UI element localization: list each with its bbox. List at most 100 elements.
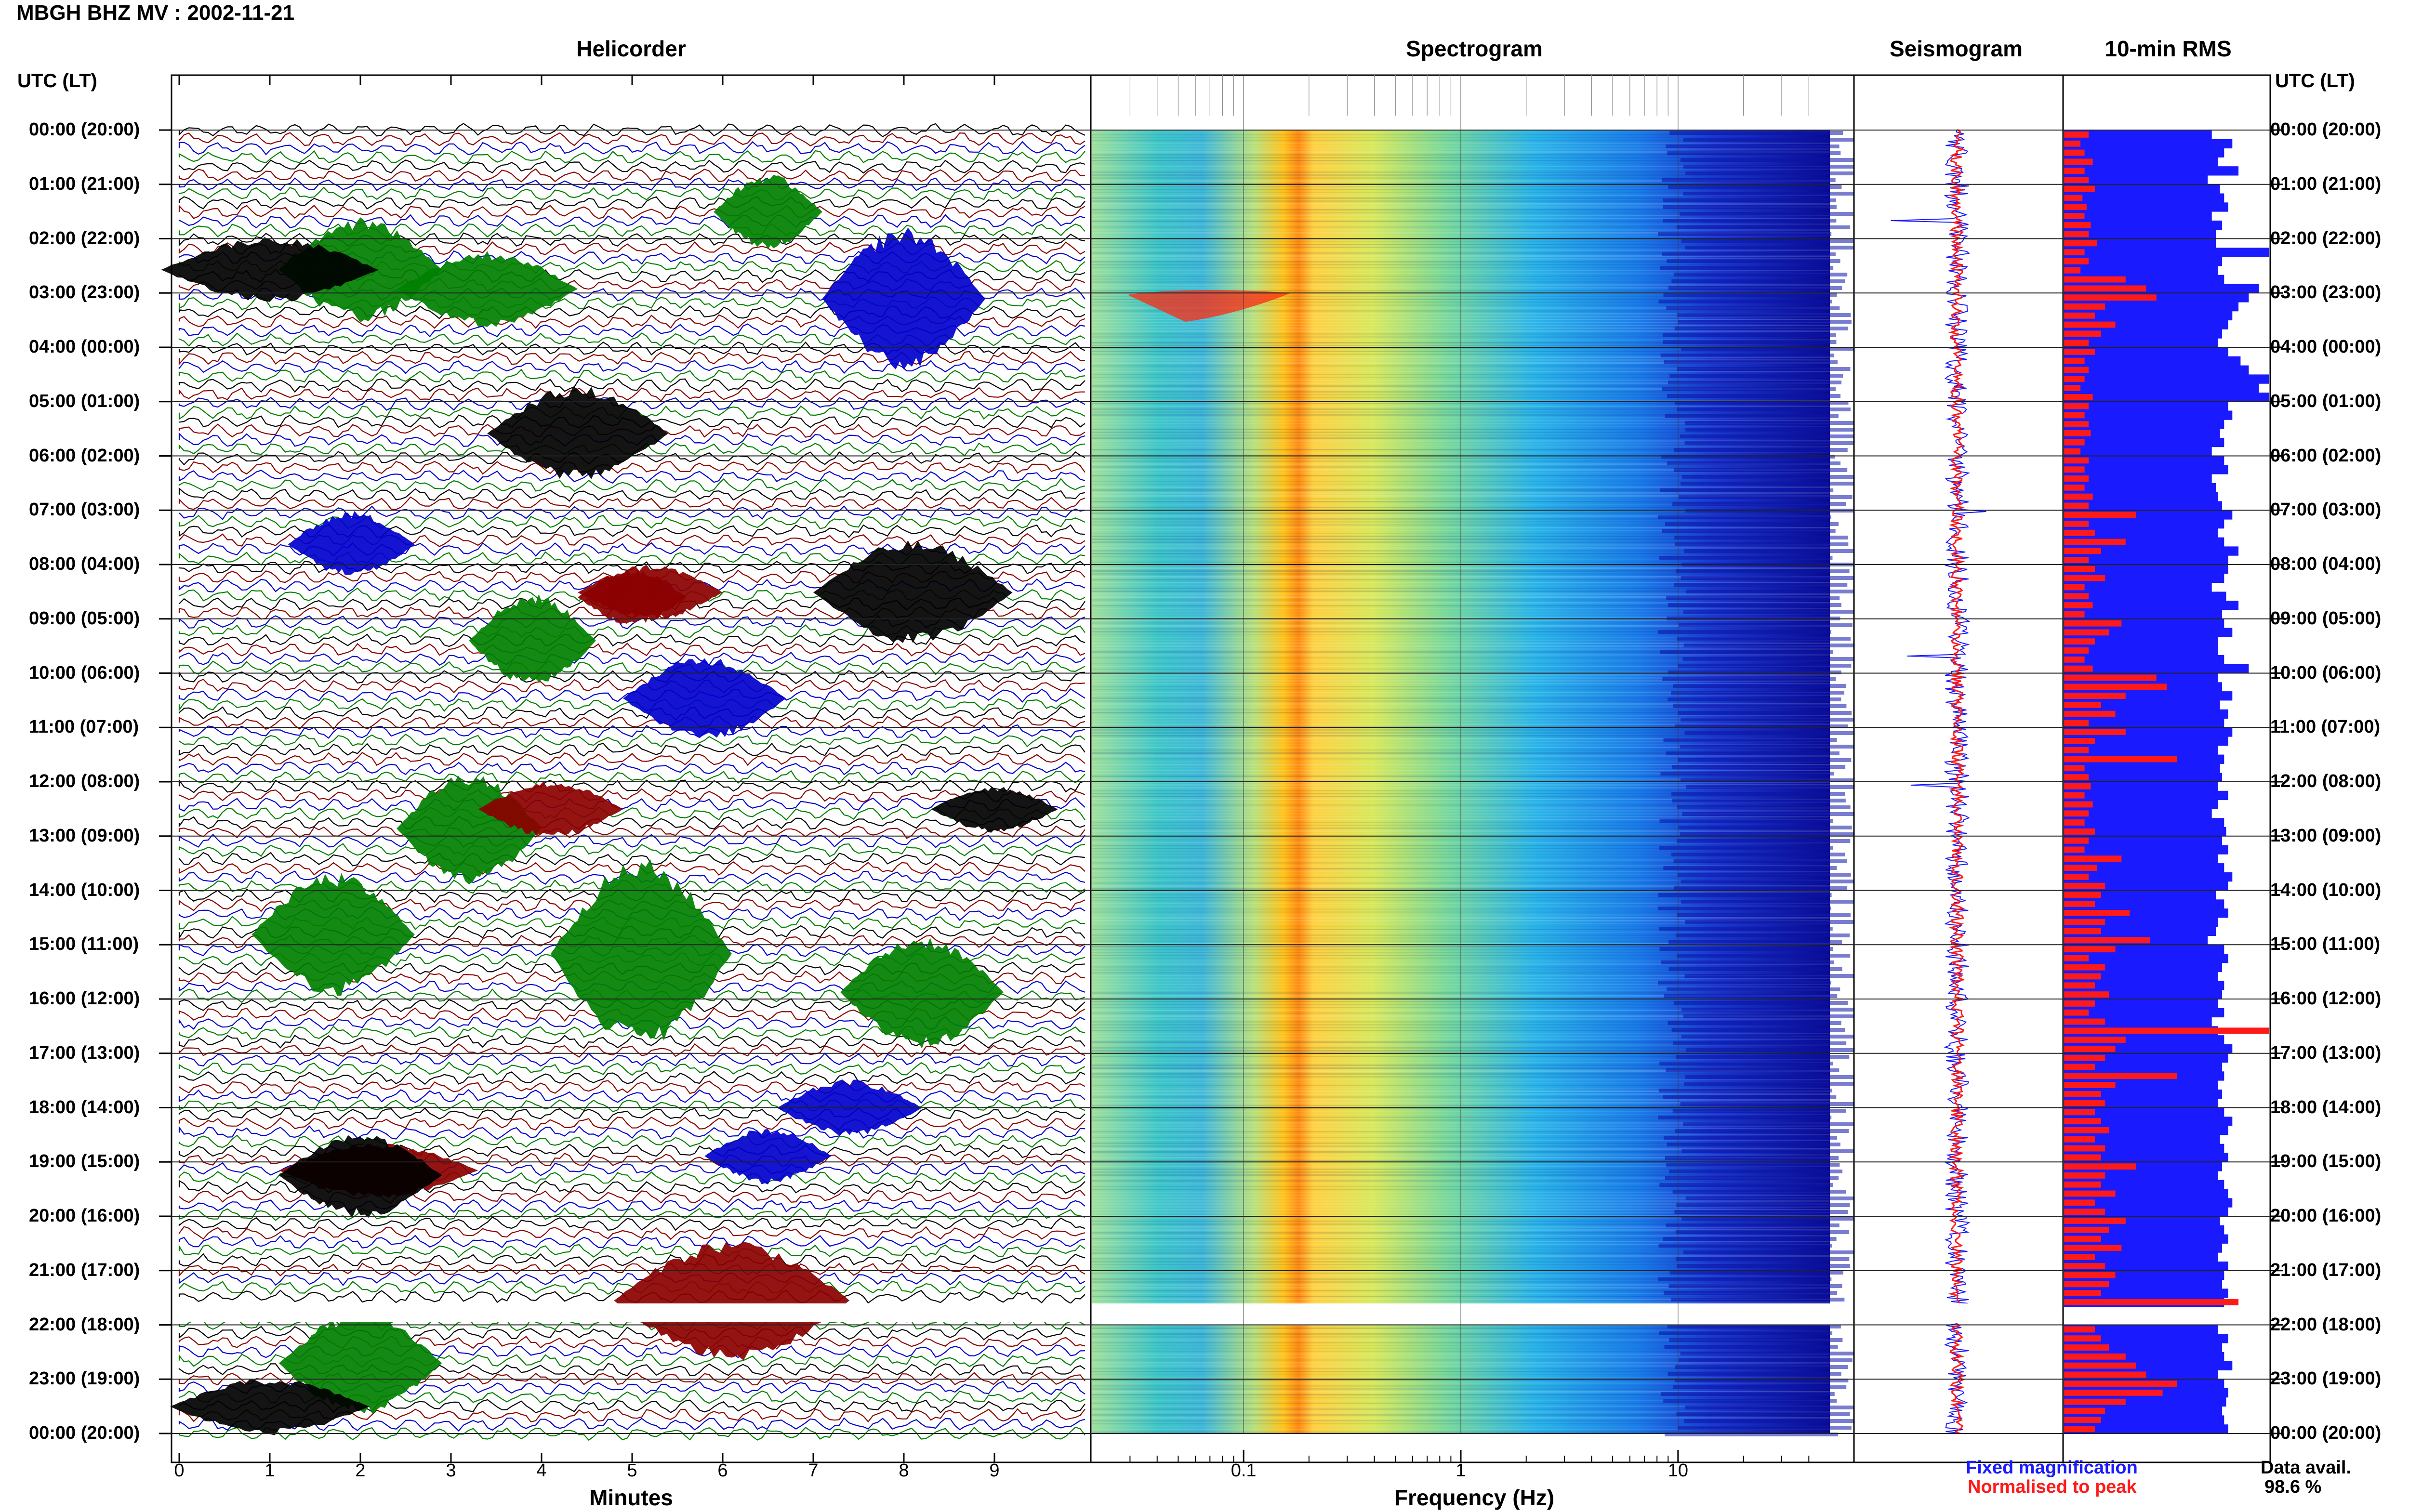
hour-label-right: 07:00 (03:00) xyxy=(2270,500,2382,520)
spectrogram-high-freq-band xyxy=(1678,711,1852,715)
minutes-tick-label: 1 xyxy=(265,1460,275,1481)
spectrogram-high-freq-band xyxy=(1668,1284,1842,1288)
rms-bar-fixed xyxy=(2064,1334,2228,1343)
spectrogram-high-freq-band xyxy=(1679,495,1853,499)
rms-bar-fixed xyxy=(2064,565,2228,574)
rms-bar-fixed xyxy=(2064,1107,2224,1117)
spectrogram-high-freq-band xyxy=(1668,697,1841,701)
rms-bar-fixed xyxy=(2064,655,2224,665)
spectrogram-high-freq-band xyxy=(1674,468,1848,472)
rms-bar-fixed xyxy=(2064,329,2222,339)
helicorder-trace xyxy=(178,1207,1085,1222)
spectrogram-high-freq-band xyxy=(1684,549,1858,553)
helicorder-trace xyxy=(178,833,1085,848)
spectrogram-high-freq-band xyxy=(1680,1352,1854,1355)
hour-label-left: 12:00 (08:00) xyxy=(29,771,140,791)
helicorder-trace xyxy=(178,1216,1085,1231)
rms-bar-fixed xyxy=(2064,1089,2222,1099)
spectrogram-high-freq-band xyxy=(1672,799,1846,802)
helicorder-trace xyxy=(178,460,1085,475)
helicorder-event xyxy=(288,511,415,575)
spectrogram-high-freq-band xyxy=(1658,1089,1832,1092)
spectrogram-high-freq-band xyxy=(1678,1426,1852,1430)
spectrogram-high-freq-band xyxy=(1685,920,1859,924)
rms-bar-normalised xyxy=(2064,367,2089,373)
legend-fixed-magnification: Fixed magnification xyxy=(1966,1458,2138,1478)
spectrogram-high-freq-band xyxy=(1667,394,1840,398)
spectrogram-high-freq-band xyxy=(1674,448,1848,452)
rms-bar-normalised xyxy=(2064,195,2083,201)
rms-bar-fixed xyxy=(2064,601,2239,610)
rms-bar-normalised xyxy=(2064,693,2126,699)
spectrogram-high-freq-band xyxy=(1665,414,1839,418)
spectrogram-high-freq-band xyxy=(1662,333,1836,337)
rms-bar-fixed xyxy=(2064,528,2218,538)
rms-bar-normalised xyxy=(2064,566,2095,572)
minutes-tick-label: 0 xyxy=(174,1460,185,1481)
spectrogram-high-freq-band xyxy=(1677,954,1851,958)
data-availability-value: 98.6 % xyxy=(2264,1477,2322,1497)
hour-label-left: 15:00 (11:00) xyxy=(29,934,139,955)
rms-bar-normalised xyxy=(2064,502,2089,509)
spectrogram-high-freq-band xyxy=(1674,536,1848,539)
frequency-tick-label: 1 xyxy=(1456,1460,1466,1481)
rms-bar-normalised xyxy=(2064,394,2093,400)
rms-bar-normalised xyxy=(2064,892,2101,898)
helicorder-trace xyxy=(178,797,1085,812)
rms-bar-normalised xyxy=(2064,258,2089,264)
spectrogram-high-freq-band xyxy=(1676,569,1850,573)
helicorder-trace xyxy=(178,870,1085,885)
helicorder-trace xyxy=(178,1134,1085,1149)
rms-bar-fixed xyxy=(2064,429,2220,438)
spectrogram-high-freq-band xyxy=(1683,192,1857,196)
rms-bar-normalised xyxy=(2064,1226,2109,1233)
frequency-tick-label: 0.1 xyxy=(1231,1460,1257,1481)
helicorder-trace xyxy=(178,1071,1085,1085)
seismogram-plot xyxy=(1853,74,2064,1463)
rms-bar-fixed xyxy=(2064,437,2224,447)
legend-normalised-to-peak: Normalised to peak xyxy=(1968,1477,2137,1497)
spectrogram-high-freq-band xyxy=(1681,1035,1855,1039)
rms-bar-fixed xyxy=(2064,184,2220,194)
spectrogram-high-freq-band xyxy=(1667,987,1840,991)
rms-bar-normalised xyxy=(2064,1335,2101,1342)
rms-bar-normalised xyxy=(2064,1064,2095,1070)
helicorder-event xyxy=(578,569,687,624)
rms-bar-normalised xyxy=(2064,185,2095,192)
rms-bar-normalised xyxy=(2064,828,2095,835)
spectrogram-high-freq-band xyxy=(1677,313,1851,317)
rms-bar-fixed xyxy=(2064,827,2226,837)
spectrogram-high-freq-band xyxy=(1674,1001,1848,1005)
spectrogram-high-freq-band xyxy=(1681,1217,1855,1221)
helicorder-trace xyxy=(178,670,1085,684)
rms-bar-normalised xyxy=(2064,946,2116,953)
rms-bar-normalised xyxy=(2064,240,2097,247)
rms-title: 10-min RMS xyxy=(2105,36,2232,61)
spectrogram-high-freq-band xyxy=(1681,347,1855,351)
spectrogram-high-freq-band xyxy=(1668,940,1842,944)
rms-bar-fixed xyxy=(2064,1062,2222,1072)
spectrogram-high-freq-band xyxy=(1659,819,1833,823)
spectrogram-high-freq-band xyxy=(1684,441,1858,445)
spectrogram-high-freq-band xyxy=(1663,293,1837,297)
hour-label-right: 18:00 (14:00) xyxy=(2270,1097,2382,1118)
hour-label-left: 00:00 (20:00) xyxy=(29,1423,140,1443)
rms-bar-normalised xyxy=(2064,131,2089,138)
spectrogram-high-freq-band xyxy=(1665,522,1839,526)
rms-bar-normalised xyxy=(2064,1082,2116,1088)
rms-bar-normalised xyxy=(2064,204,2087,210)
helicorder-events xyxy=(161,174,1058,1435)
rms-bar-fixed xyxy=(2064,546,2239,556)
rms-bar-fixed xyxy=(2064,818,2224,828)
spectrogram-high-freq-band xyxy=(1669,1170,1843,1173)
rms-bar-normalised xyxy=(2064,1272,2116,1278)
spectrogram-high-freq-band xyxy=(1674,583,1848,587)
rms-bar-fixed xyxy=(2064,1117,2233,1126)
spectrogram-high-freq-band xyxy=(1665,1433,1839,1436)
helicorder-trace xyxy=(178,132,1085,146)
spectrogram-high-freq-band xyxy=(1659,1331,1833,1335)
rms-bar-normalised xyxy=(2064,213,2085,219)
rms-bar-fixed xyxy=(2064,592,2226,601)
spectrogram-high-freq-band xyxy=(1684,731,1858,735)
helicorder-trace xyxy=(178,1125,1085,1140)
